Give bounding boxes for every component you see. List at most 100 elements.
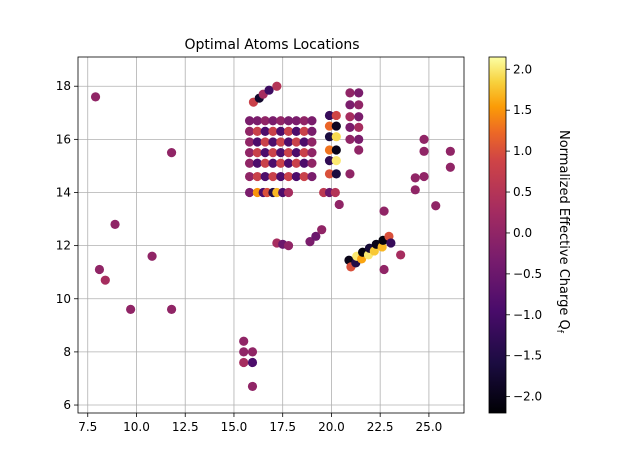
scatter-point	[299, 126, 309, 136]
scatter-point	[299, 137, 309, 147]
colorbar	[489, 57, 506, 413]
x-tick-label: 20.0	[318, 420, 345, 434]
scatter-point	[291, 116, 301, 126]
scatter-point	[331, 156, 341, 166]
scatter-point	[268, 148, 278, 158]
x-tick-label: 15.0	[221, 420, 248, 434]
scatter-point	[307, 171, 317, 182]
scatter-point	[252, 148, 262, 158]
scatter-point	[410, 173, 420, 183]
scatter-point	[331, 169, 341, 179]
scatter-point	[345, 169, 355, 179]
scatter-point	[268, 126, 278, 136]
scatter-point	[247, 381, 258, 392]
scatter-point	[272, 81, 282, 91]
scatter-point	[379, 206, 389, 216]
scatter-point	[166, 304, 177, 314]
scatter-point	[379, 264, 389, 275]
scatter-point	[283, 148, 294, 158]
scatter-point	[252, 137, 262, 147]
x-tick-label: 7.5	[78, 420, 97, 434]
scatter-point	[331, 145, 341, 155]
x-tick-label: 25.0	[416, 420, 443, 434]
scatter-point	[283, 158, 294, 168]
scatter-point	[276, 137, 286, 147]
y-tick-label: 16	[56, 132, 71, 146]
y-tick-label: 6	[63, 398, 71, 412]
scatter-point	[299, 116, 309, 126]
x-tick-label: 17.5	[269, 420, 296, 434]
y-tick-label: 12	[56, 239, 71, 253]
scatter-point	[260, 171, 270, 182]
scatter-point	[260, 158, 270, 168]
scatter-point	[419, 171, 429, 182]
colorbar-label-subscript: f	[554, 330, 564, 334]
scatter-point	[244, 137, 255, 147]
scatter-point	[396, 250, 406, 260]
scatter-point	[324, 145, 335, 155]
scatter-point	[299, 171, 309, 182]
scatter-point	[345, 112, 355, 122]
scatter-point	[260, 126, 270, 136]
scatter-point	[268, 171, 278, 182]
axes	[77, 56, 465, 414]
scatter-point	[354, 112, 364, 122]
colorbar-tick-label: 0.0	[513, 226, 532, 240]
scatter-point	[244, 171, 255, 182]
colorbar-tick-label: 1.0	[513, 144, 532, 158]
grid-lines	[78, 57, 464, 413]
scatter-point	[345, 122, 355, 133]
scatter-point	[252, 171, 262, 182]
scatter-point	[239, 357, 249, 368]
scatter-point	[354, 88, 364, 98]
scatter-point	[331, 121, 341, 131]
scatter-point	[260, 137, 270, 147]
scatter-point	[291, 158, 301, 168]
scatter-point	[330, 187, 340, 198]
scatter-point	[252, 126, 262, 136]
scatter-point	[94, 264, 105, 275]
y-tick-label: 8	[63, 345, 71, 359]
scatter-point	[244, 158, 255, 168]
y-tick-label: 10	[56, 292, 71, 306]
scatter-point	[386, 238, 396, 248]
scatter-point	[291, 126, 301, 136]
scatter-point	[268, 116, 278, 126]
scatter-point	[247, 347, 258, 357]
colorbar-frame	[488, 56, 507, 414]
scatter-point	[244, 116, 255, 126]
scatter-point	[445, 146, 455, 156]
colorbar-tick-label: −1.5	[513, 349, 542, 363]
scatter-point	[431, 201, 441, 211]
scatter-point	[264, 85, 274, 95]
scatter-point	[283, 187, 294, 198]
scatter-point	[283, 126, 294, 136]
scatter-point	[166, 148, 177, 158]
scatter-point	[283, 137, 294, 147]
colorbar-tick-label: 0.5	[513, 185, 532, 199]
scatter-point	[244, 126, 255, 136]
scatter-point	[311, 231, 321, 241]
scatter-point	[419, 146, 429, 156]
scatter-point	[307, 158, 317, 168]
scatter-point	[276, 126, 286, 136]
colorbar-label: Normalized Effective Charge Qf	[554, 130, 571, 334]
scatter-point	[305, 237, 315, 247]
scatter-point	[252, 116, 262, 126]
colorbar-label-text: Normalized Effective Charge Q	[556, 130, 571, 330]
scatter-point	[354, 100, 364, 110]
scatter-point	[252, 158, 262, 168]
scatter-point	[299, 158, 309, 168]
scatter-point	[334, 199, 344, 210]
scatter-point	[324, 121, 335, 131]
scatter-point	[283, 116, 294, 126]
scatter-point	[268, 137, 278, 147]
scatter-point	[110, 219, 120, 229]
x-tick-label: 10.0	[123, 420, 150, 434]
plot-frame	[77, 56, 465, 414]
scatter-point	[307, 126, 317, 136]
x-tick-label: 12.5	[172, 420, 199, 434]
scatter-point	[291, 148, 301, 158]
colorbar-tick-label: 1.5	[513, 103, 532, 117]
scatter-point	[354, 145, 364, 155]
